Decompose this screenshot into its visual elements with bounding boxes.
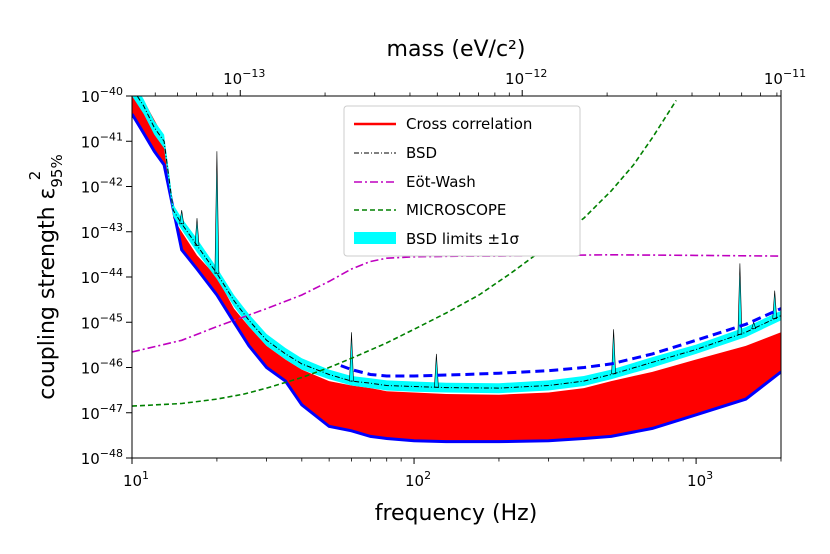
top-tick-label-2: 10−11 [764, 67, 806, 88]
y-tick-label-0: 10−48 [81, 447, 123, 468]
x-axis-ticks: 101 102 103 [123, 458, 782, 490]
x-tick-label-0: 101 [123, 469, 149, 490]
legend-label-microscope: MICROSCOPE [406, 201, 506, 219]
y-axis-title-main: coupling strength ε [35, 188, 60, 400]
top-axis-ticks: 10−13 10−12 10−11 [154, 67, 806, 96]
y-axis-ticks: 10−48 10−47 10−46 10−45 10−44 10−43 10−42 10−41… [81, 85, 132, 468]
legend-swatch-bsd-limits [354, 232, 396, 244]
legend-label-bsd: BSD [406, 144, 437, 162]
legend-box [343, 105, 581, 257]
cross-correlation-lower-envelope [132, 113, 781, 444]
y-axis-title-sup: 2 [26, 171, 44, 181]
y-axis-title-sub: 95% [48, 154, 66, 187]
y-tick-label-8: 10−40 [81, 85, 123, 106]
bsd-spikes [179, 151, 778, 388]
bsd-spike-7 [751, 321, 757, 329]
y-tick-label-3: 10−45 [81, 311, 123, 332]
microscope-line [132, 99, 677, 407]
y-tick-label-5: 10−43 [81, 221, 123, 242]
x-tick-label-2: 103 [687, 469, 713, 490]
top-tick-label-0: 10−13 [223, 67, 265, 88]
top-axis-title: mass (eV/c²) [387, 37, 526, 62]
y-tick-label-6: 10−42 [81, 176, 123, 197]
y-tick-label-1: 10−47 [81, 402, 123, 423]
y-tick-label-7: 10−41 [81, 130, 123, 151]
legend: Cross correlation BSD Eöt-Wash MICROSCOP… [343, 105, 581, 257]
bsd-spike-0 [214, 151, 220, 274]
top-tick-label-1: 10−12 [505, 67, 547, 88]
x-tick-label-1: 102 [405, 469, 431, 490]
y-axis-title: coupling strength ε95% 2 [26, 154, 66, 399]
legend-label-eot-wash: Eöt-Wash [406, 173, 476, 191]
legend-label-cross-correlation: Cross correlation [406, 115, 532, 133]
bsd-line [136, 96, 781, 389]
bsd-upper-limit-dashed [340, 307, 781, 378]
x-axis-title: frequency (Hz) [375, 501, 538, 526]
y-tick-label-4: 10−44 [81, 266, 123, 287]
legend-label-bsd-limits: BSD limits ±1σ [406, 230, 520, 248]
y-tick-label-2: 10−46 [81, 357, 123, 378]
